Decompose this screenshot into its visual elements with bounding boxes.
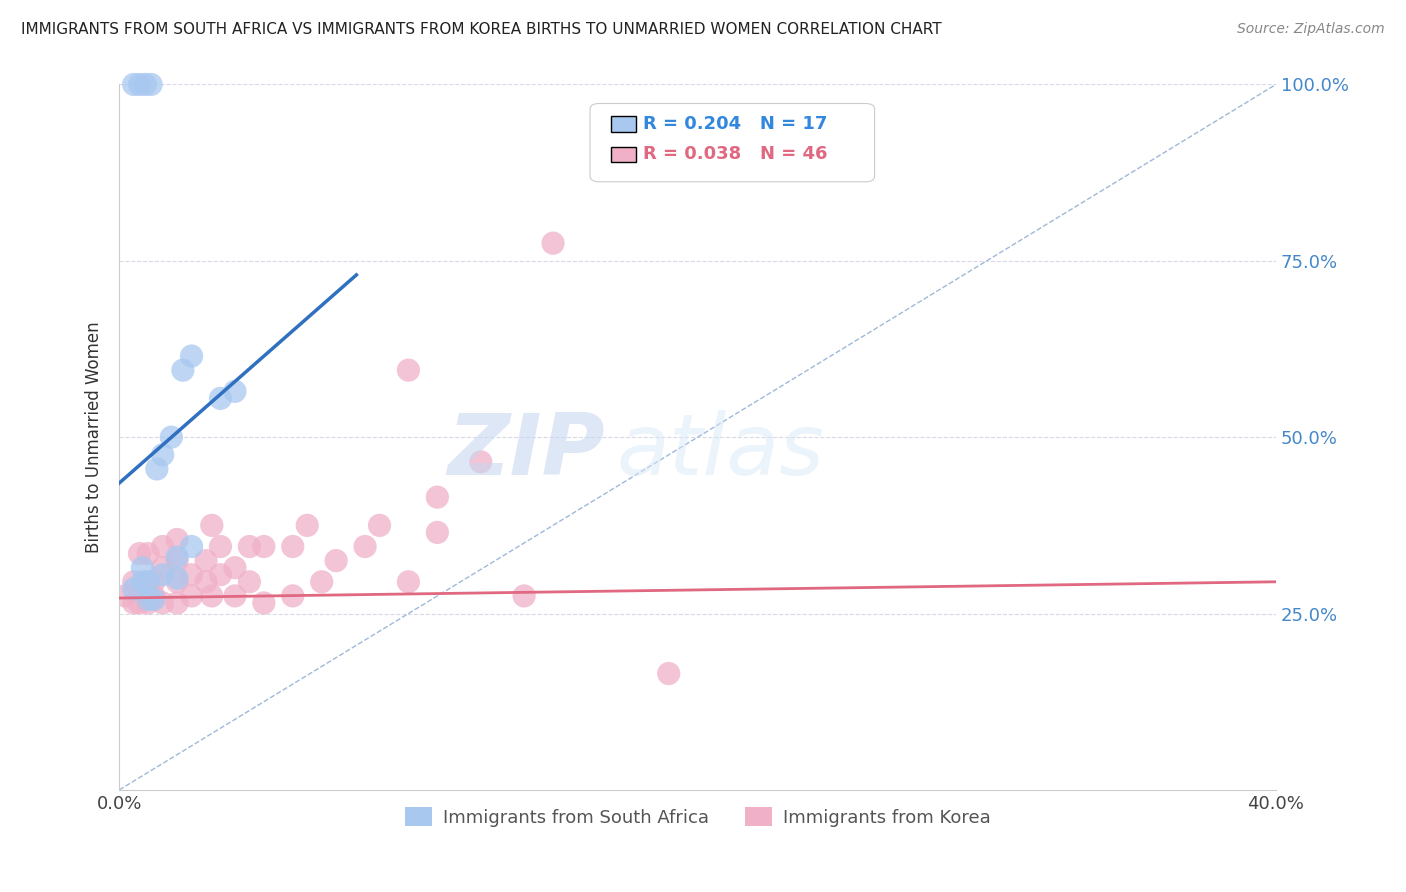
Text: atlas: atlas [617, 409, 825, 492]
Point [152, 560, 174, 574]
Point [209, 567, 232, 582]
Point [166, 550, 188, 565]
Point [166, 571, 188, 585]
Point [128, 78, 150, 92]
Point [122, 78, 145, 92]
FancyBboxPatch shape [610, 146, 637, 162]
Point [180, 349, 202, 363]
Point [281, 540, 304, 554]
Point [143, 574, 166, 589]
Point [152, 540, 174, 554]
Point [201, 518, 224, 533]
Point [311, 574, 333, 589]
Point [136, 547, 159, 561]
Point [152, 596, 174, 610]
Point [224, 589, 246, 603]
Point [368, 518, 391, 533]
Text: ZIP: ZIP [447, 409, 605, 492]
Point [398, 363, 420, 377]
Point [134, 78, 156, 92]
Point [166, 574, 188, 589]
Point [297, 518, 319, 533]
Text: IMMIGRANTS FROM SOUTH AFRICA VS IMMIGRANTS FROM KOREA BIRTHS TO UNMARRIED WOMEN : IMMIGRANTS FROM SOUTH AFRICA VS IMMIGRAN… [21, 22, 942, 37]
Point [238, 540, 260, 554]
Point [152, 567, 174, 582]
Point [143, 592, 166, 607]
Point [253, 540, 276, 554]
Point [201, 589, 224, 603]
Point [426, 490, 449, 504]
Point [195, 574, 218, 589]
Point [131, 560, 153, 574]
Point [122, 596, 145, 610]
Point [398, 574, 420, 589]
Point [224, 560, 246, 574]
Point [128, 547, 150, 561]
Point [131, 574, 153, 589]
Y-axis label: Births to Unmarried Women: Births to Unmarried Women [86, 321, 103, 553]
Point [172, 363, 194, 377]
Point [513, 589, 536, 603]
Point [209, 540, 232, 554]
Text: R = 0.204   N = 17: R = 0.204 N = 17 [644, 115, 828, 133]
Point [209, 392, 232, 406]
Point [541, 236, 564, 251]
Point [426, 525, 449, 540]
Point [122, 582, 145, 596]
Point [180, 589, 202, 603]
Point [143, 589, 166, 603]
FancyBboxPatch shape [610, 116, 637, 132]
Point [166, 554, 188, 568]
Point [114, 589, 136, 603]
Point [195, 554, 218, 568]
Text: Source: ZipAtlas.com: Source: ZipAtlas.com [1237, 22, 1385, 37]
Point [180, 567, 202, 582]
Point [136, 596, 159, 610]
Legend: Immigrants from South Africa, Immigrants from Korea: Immigrants from South Africa, Immigrants… [398, 800, 998, 834]
Point [658, 666, 681, 681]
Point [253, 596, 276, 610]
Text: R = 0.038   N = 46: R = 0.038 N = 46 [644, 145, 828, 163]
Point [166, 596, 188, 610]
Point [224, 384, 246, 399]
Point [166, 533, 188, 547]
Point [281, 589, 304, 603]
Point [470, 455, 492, 469]
Point [128, 596, 150, 610]
Point [238, 574, 260, 589]
FancyBboxPatch shape [591, 103, 875, 182]
Point [139, 78, 162, 92]
Point [180, 540, 202, 554]
Point [136, 574, 159, 589]
Point [152, 448, 174, 462]
Point [325, 554, 347, 568]
Point [136, 574, 159, 589]
Point [122, 574, 145, 589]
Point [136, 592, 159, 607]
Point [160, 430, 183, 444]
Point [146, 462, 169, 476]
Point [354, 540, 377, 554]
